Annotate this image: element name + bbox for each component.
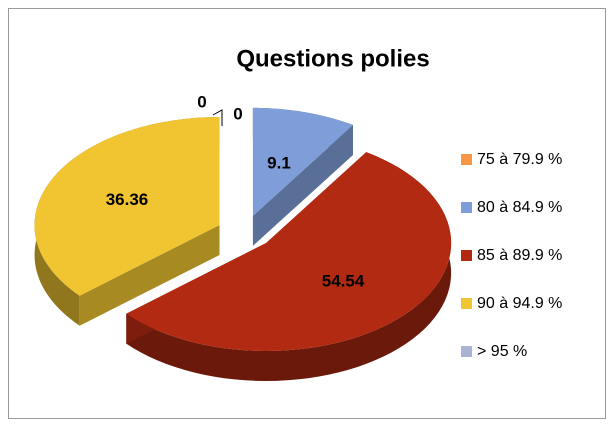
legend-swatch — [461, 346, 472, 357]
slice-tops — [34, 107, 452, 352]
legend-label: 75 à 79.9 % — [477, 151, 562, 168]
slice — [126, 152, 452, 352]
slice-wall — [252, 125, 354, 246]
slice-wall — [79, 225, 220, 326]
data-label: 0 — [233, 104, 242, 123]
data-label: 9.1 — [267, 154, 291, 173]
leader-line — [212, 109, 223, 126]
legend-label: 80 à 84.9 % — [477, 199, 562, 216]
data-label: 54.54 — [322, 271, 365, 290]
chart-title: Questions polies — [236, 45, 429, 72]
legend-swatch — [461, 250, 472, 261]
legend-label: 90 à 94.9 % — [477, 295, 562, 312]
slice — [252, 107, 354, 216]
legend-label: 85 à 89.9 % — [477, 247, 562, 264]
legend-swatch — [461, 202, 472, 213]
data-label: 0 — [197, 92, 206, 111]
slice-side — [126, 152, 452, 382]
legend-label: > 95 % — [477, 343, 527, 360]
slice — [34, 117, 220, 296]
legend-swatch — [461, 154, 472, 165]
data-label: 36.36 — [106, 190, 149, 209]
legend-swatch — [461, 298, 472, 309]
